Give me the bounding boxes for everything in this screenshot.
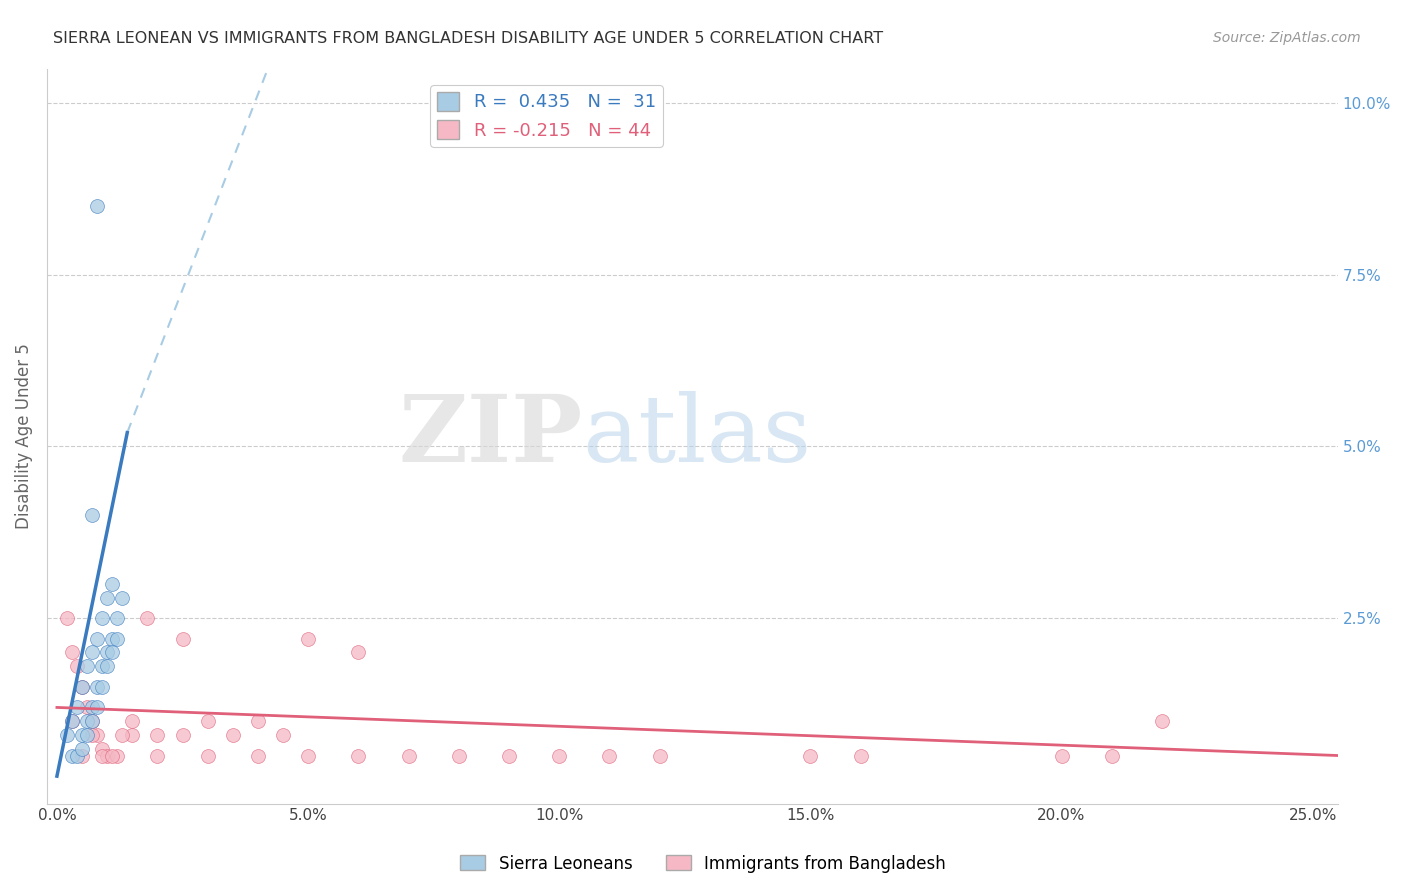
Point bbox=[136, 611, 159, 625]
Y-axis label: Disability Age Under 5: Disability Age Under 5 bbox=[15, 343, 32, 529]
Point bbox=[297, 748, 319, 763]
Point bbox=[66, 659, 89, 673]
Point bbox=[1050, 748, 1073, 763]
Point bbox=[70, 728, 93, 742]
Point bbox=[76, 714, 98, 728]
Point bbox=[105, 748, 128, 763]
Point bbox=[91, 680, 114, 694]
Point bbox=[398, 748, 420, 763]
Point bbox=[121, 714, 143, 728]
Point bbox=[799, 748, 821, 763]
Point bbox=[96, 659, 118, 673]
Point bbox=[105, 632, 128, 646]
Point bbox=[96, 748, 118, 763]
Point bbox=[66, 748, 89, 763]
Legend: R =  0.435   N =  31, R = -0.215   N = 44: R = 0.435 N = 31, R = -0.215 N = 44 bbox=[430, 85, 664, 147]
Legend: Sierra Leoneans, Immigrants from Bangladesh: Sierra Leoneans, Immigrants from Banglad… bbox=[454, 848, 952, 880]
Point bbox=[86, 632, 108, 646]
Point bbox=[70, 680, 93, 694]
Point bbox=[86, 199, 108, 213]
Point bbox=[91, 611, 114, 625]
Point bbox=[172, 728, 194, 742]
Point bbox=[70, 748, 93, 763]
Point bbox=[146, 728, 169, 742]
Point bbox=[498, 748, 520, 763]
Point bbox=[101, 748, 124, 763]
Point bbox=[105, 611, 128, 625]
Point bbox=[96, 645, 118, 659]
Point bbox=[146, 748, 169, 763]
Point bbox=[246, 714, 269, 728]
Point bbox=[82, 714, 104, 728]
Point bbox=[76, 728, 98, 742]
Point bbox=[60, 714, 83, 728]
Point bbox=[91, 748, 114, 763]
Point bbox=[347, 645, 370, 659]
Point bbox=[598, 748, 620, 763]
Point bbox=[648, 748, 671, 763]
Point bbox=[60, 748, 83, 763]
Point bbox=[76, 700, 98, 714]
Point bbox=[347, 748, 370, 763]
Point bbox=[222, 728, 245, 742]
Point bbox=[96, 591, 118, 605]
Point bbox=[1101, 748, 1123, 763]
Point bbox=[111, 728, 134, 742]
Point bbox=[82, 728, 104, 742]
Point bbox=[86, 680, 108, 694]
Text: ZIP: ZIP bbox=[398, 391, 582, 481]
Point bbox=[271, 728, 294, 742]
Point bbox=[91, 659, 114, 673]
Text: SIERRA LEONEAN VS IMMIGRANTS FROM BANGLADESH DISABILITY AGE UNDER 5 CORRELATION : SIERRA LEONEAN VS IMMIGRANTS FROM BANGLA… bbox=[53, 31, 883, 46]
Point bbox=[849, 748, 872, 763]
Point bbox=[101, 645, 124, 659]
Point bbox=[60, 714, 83, 728]
Point bbox=[548, 748, 571, 763]
Point bbox=[111, 591, 134, 605]
Point bbox=[197, 748, 219, 763]
Point bbox=[82, 508, 104, 522]
Point bbox=[76, 659, 98, 673]
Point bbox=[101, 632, 124, 646]
Point bbox=[172, 632, 194, 646]
Point bbox=[297, 632, 319, 646]
Text: atlas: atlas bbox=[582, 391, 811, 481]
Point bbox=[70, 741, 93, 756]
Point bbox=[121, 728, 143, 742]
Point bbox=[91, 741, 114, 756]
Point bbox=[197, 714, 219, 728]
Point bbox=[82, 645, 104, 659]
Point bbox=[56, 611, 79, 625]
Text: Source: ZipAtlas.com: Source: ZipAtlas.com bbox=[1213, 31, 1361, 45]
Point bbox=[70, 680, 93, 694]
Point bbox=[246, 748, 269, 763]
Point bbox=[82, 700, 104, 714]
Point bbox=[60, 645, 83, 659]
Point bbox=[66, 700, 89, 714]
Point bbox=[101, 576, 124, 591]
Point bbox=[1150, 714, 1173, 728]
Point bbox=[447, 748, 470, 763]
Point bbox=[86, 700, 108, 714]
Point bbox=[82, 714, 104, 728]
Point bbox=[56, 728, 79, 742]
Point bbox=[86, 728, 108, 742]
